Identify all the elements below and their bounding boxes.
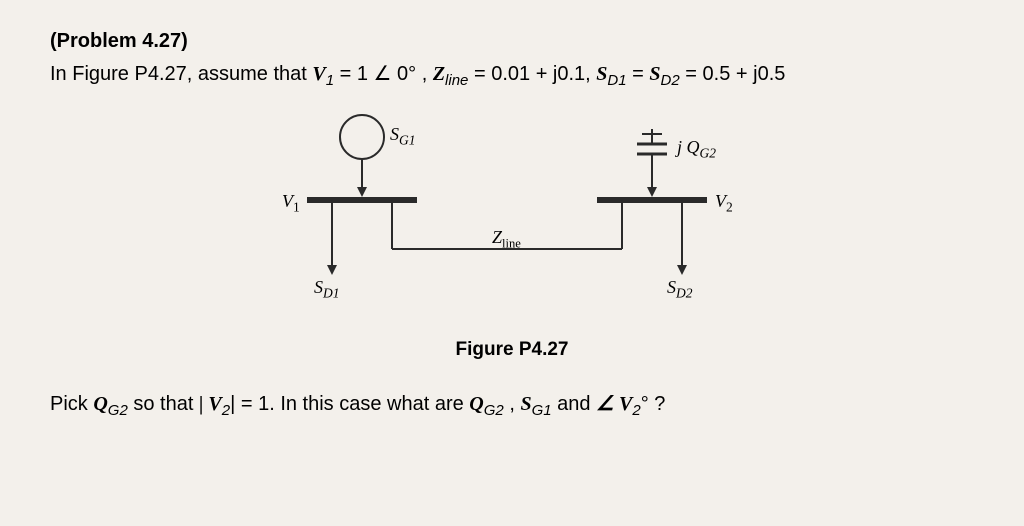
zline-symbol: Z bbox=[433, 63, 445, 85]
bus2-bar bbox=[597, 197, 707, 203]
v1-sub: 1 bbox=[326, 72, 334, 89]
gen-arrowhead bbox=[357, 187, 367, 197]
label-v1: V1 bbox=[282, 191, 300, 216]
q-absv2-open: | V bbox=[199, 393, 222, 415]
q-qg2b: Q bbox=[469, 393, 483, 415]
q-v2-sub: 2 bbox=[222, 402, 230, 419]
label-jqg2: j QG2 bbox=[677, 137, 716, 162]
sd1-sub: D1 bbox=[607, 72, 626, 89]
q-angle-end: ° ? bbox=[641, 393, 666, 415]
label-sg1: SG1 bbox=[390, 124, 416, 149]
q-sg1: S bbox=[520, 393, 531, 415]
figure-caption: Figure P4.27 bbox=[50, 339, 974, 361]
q-qg2-sub: G2 bbox=[108, 402, 128, 419]
load1-arrowhead bbox=[327, 265, 337, 275]
q-comma: , bbox=[509, 393, 520, 415]
sd-value: = 0.5 + j0.5 bbox=[685, 63, 785, 85]
label-sd2: SD2 bbox=[667, 277, 693, 302]
label-v2: V2 bbox=[715, 191, 733, 216]
label-zline: Zline bbox=[492, 227, 521, 252]
q-angle: ∠ V bbox=[596, 393, 632, 415]
q-absv2-close: | = 1. bbox=[230, 393, 275, 415]
generator-circle bbox=[340, 115, 384, 159]
circuit-figure: SG1 j QG2 V1 V2 Zline SD1 SD2 bbox=[252, 109, 772, 329]
q-and: and bbox=[557, 393, 596, 415]
cap-arrowhead bbox=[647, 187, 657, 197]
bus1-bar bbox=[307, 197, 417, 203]
load2-arrowhead bbox=[677, 265, 687, 275]
q-prefix: Pick bbox=[50, 393, 93, 415]
problem-heading: (Problem 4.27) bbox=[50, 30, 974, 53]
q-sg1-sub: G1 bbox=[532, 402, 552, 419]
label-sd1: SD1 bbox=[314, 277, 340, 302]
v1-symbol: V bbox=[312, 63, 325, 85]
zline-value: = 0.01 + j0.1, bbox=[474, 63, 596, 85]
sd2-symbol: S bbox=[649, 63, 660, 85]
q-mid1: so that bbox=[133, 393, 199, 415]
q-mid2: In this case what are bbox=[280, 393, 469, 415]
question-text: Pick QG2 so that | V2| = 1. In this case… bbox=[50, 391, 974, 419]
zline-sub: line bbox=[445, 72, 468, 89]
q-qg2b-sub: G2 bbox=[484, 402, 504, 419]
sd2-sub: D2 bbox=[661, 72, 680, 89]
eq-text: = bbox=[632, 63, 649, 85]
v1-value: = 1 ∠ 0° , bbox=[340, 63, 433, 85]
q-angle-sub: 2 bbox=[632, 402, 640, 419]
statement-prefix: In Figure P4.27, assume that bbox=[50, 63, 312, 85]
q-qg2: Q bbox=[93, 393, 107, 415]
sd1-symbol: S bbox=[596, 63, 607, 85]
problem-statement: In Figure P4.27, assume that V1 = 1 ∠ 0°… bbox=[50, 61, 974, 89]
